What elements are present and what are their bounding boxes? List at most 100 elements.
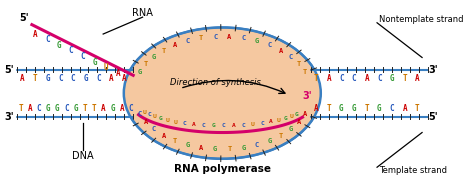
Text: U: U [143,110,146,115]
Text: T: T [162,48,166,54]
Text: U: U [104,63,109,72]
Text: A: A [327,74,331,83]
Text: C: C [267,42,272,48]
Text: 5': 5' [5,65,14,75]
Text: C: C [58,74,63,83]
Text: G: G [137,69,142,75]
Text: U: U [290,114,293,119]
Text: G: G [390,74,394,83]
Text: T: T [314,74,319,83]
Text: G: G [295,112,299,117]
Text: A: A [303,111,307,117]
Text: U: U [166,118,170,123]
Text: A: A [415,74,419,83]
Text: G: G [289,126,293,132]
Text: G: G [55,104,60,113]
Text: C: C [241,36,246,41]
Text: C: C [186,38,190,44]
Text: A: A [314,104,319,113]
Text: T: T [173,138,177,144]
Text: G: G [46,74,50,83]
Text: A: A [27,104,32,113]
Text: C: C [213,34,218,40]
Text: C: C [147,112,151,117]
Text: 3': 3' [5,112,14,122]
Text: T: T [297,61,301,67]
Text: C: C [289,54,293,60]
Text: G: G [57,41,62,50]
Text: C: C [377,74,382,83]
Text: C: C [339,74,344,83]
Text: C: C [390,104,394,113]
Text: 3': 3' [303,91,312,101]
Text: C: C [201,123,205,128]
Ellipse shape [124,28,321,159]
Text: Nontemplate strand: Nontemplate strand [379,14,464,24]
Text: G: G [110,104,115,113]
Text: G: G [267,138,272,144]
Text: T: T [92,104,97,113]
Text: A: A [297,119,301,125]
Text: C: C [128,104,133,113]
Text: T: T [33,74,37,83]
Text: 5': 5' [19,13,29,23]
Text: A: A [402,104,407,113]
Text: T: T [82,104,87,113]
Text: G: G [46,104,51,113]
Text: C: C [96,74,101,83]
Text: C: C [137,111,142,117]
Text: A: A [33,29,38,39]
Text: C: C [45,35,50,44]
Text: T: T [365,104,369,113]
Text: A: A [116,69,120,78]
Text: RNA polymerase: RNA polymerase [174,164,271,174]
Text: DNA: DNA [72,151,93,161]
Text: G: G [186,142,190,148]
Text: T: T [402,74,407,83]
Text: A: A [121,74,126,83]
Text: Template strand: Template strand [379,166,447,176]
Text: T: T [415,104,419,113]
Text: C: C [182,121,186,126]
Text: 3': 3' [428,65,438,75]
Text: G: G [73,104,78,113]
Text: U: U [174,120,178,125]
Text: T: T [327,104,331,113]
Text: C: C [64,104,69,113]
Text: T: T [303,69,307,75]
Text: G: G [377,104,382,113]
Text: U: U [153,114,156,119]
Text: C: C [69,46,73,55]
Text: C: C [352,74,356,83]
Text: A: A [101,104,106,113]
Text: C: C [36,104,41,113]
Text: A: A [162,133,166,139]
Text: C: C [241,123,245,128]
Text: G: G [241,145,246,151]
Text: G: G [255,38,259,44]
Text: T: T [279,133,283,139]
Text: 5': 5' [428,112,438,122]
Text: A: A [173,42,177,48]
Text: Direction of synthesis: Direction of synthesis [170,78,261,87]
Text: C: C [152,126,156,132]
Text: T: T [18,104,23,113]
Text: G: G [92,58,97,67]
Text: A: A [109,74,113,83]
Text: U: U [251,122,255,127]
Text: U: U [276,118,280,123]
Text: A: A [144,119,148,125]
Text: G: G [352,104,356,113]
Text: G: G [152,54,156,60]
Text: RNA: RNA [132,8,153,18]
Text: C: C [71,74,75,83]
Text: C: C [260,121,264,126]
Text: G: G [211,123,215,128]
Text: A: A [232,123,235,128]
Text: A: A [279,48,283,54]
Text: T: T [227,146,231,152]
Text: G: G [283,116,287,121]
Text: G: G [339,104,344,113]
Text: C: C [81,52,85,61]
Text: A: A [20,74,25,83]
